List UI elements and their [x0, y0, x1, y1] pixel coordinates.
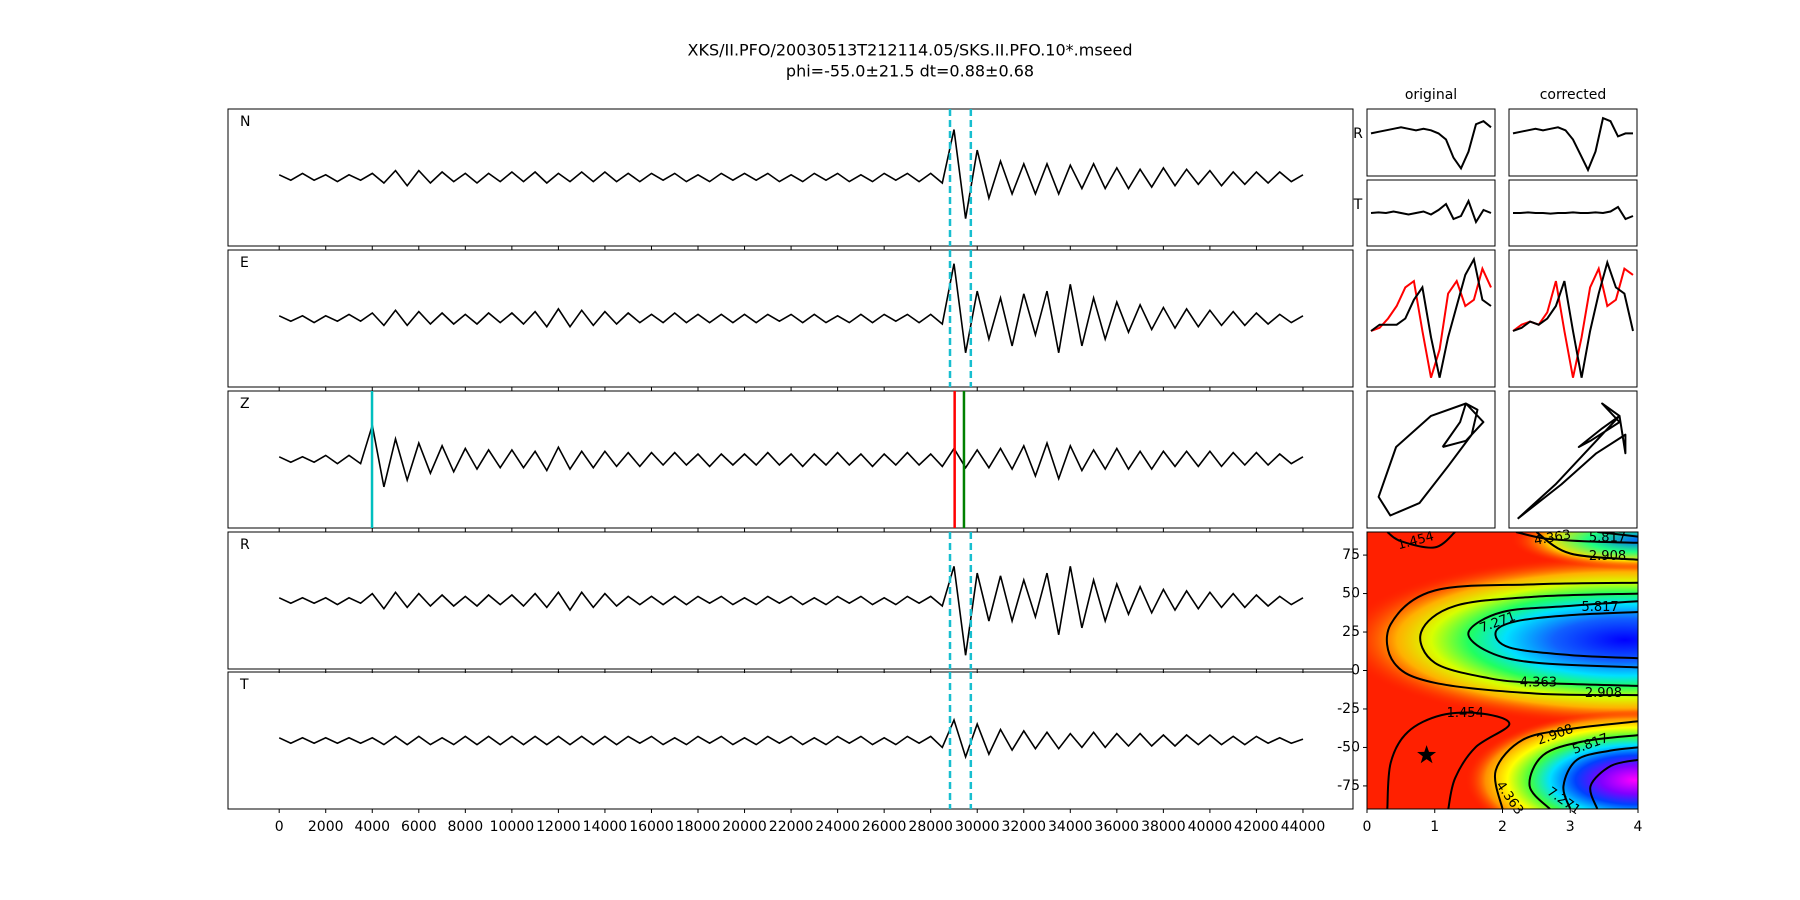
- particle-motion: [1517, 402, 1627, 520]
- contour-label: 4.363: [1533, 528, 1572, 549]
- trace-panel: [227, 531, 1354, 670]
- contour-line: [1589, 758, 1638, 809]
- trace-panel: [227, 108, 1354, 247]
- x-tick-label: 34000: [1048, 819, 1093, 835]
- y-tick-label: -50: [1337, 739, 1360, 755]
- x-tick-label: 0: [275, 819, 284, 835]
- x-tick-label: 0: [1363, 819, 1372, 835]
- trace-panel: [227, 249, 1354, 388]
- contour-line: [1385, 581, 1638, 697]
- particle-motion: [1377, 402, 1485, 517]
- contour-line: [1528, 734, 1638, 809]
- particle-motion-panel: [1508, 390, 1638, 529]
- contour-line: [1562, 746, 1638, 809]
- x-tick-label: 30000: [955, 819, 1000, 835]
- contour-label: 2.908: [1589, 549, 1626, 564]
- x-tick-label: 38000: [1141, 819, 1186, 835]
- x-tick-label: 36000: [1095, 819, 1140, 835]
- component-label: R: [1353, 126, 1363, 142]
- chart-subtitle: phi=-55.0±21.5 dt=0.88±0.68: [786, 62, 1034, 81]
- panel-title: original: [1405, 87, 1457, 103]
- x-tick-label: 14000: [583, 819, 628, 835]
- wave-line: [1512, 116, 1633, 173]
- x-tick-label: 28000: [908, 819, 953, 835]
- contour-line: [1467, 600, 1638, 669]
- y-tick-label: -25: [1337, 701, 1360, 717]
- wave-line: [1370, 198, 1492, 225]
- contour-line: [1386, 532, 1456, 549]
- x-tick-label: 2: [1498, 819, 1507, 835]
- wave-panel: [1366, 249, 1496, 388]
- x-tick-label: 32000: [1001, 819, 1046, 835]
- wave-panel: [1508, 179, 1638, 247]
- trace-label: Z: [240, 396, 250, 412]
- trace-label: T: [239, 677, 249, 693]
- component-label: T: [1353, 197, 1363, 213]
- panel-title: corrected: [1540, 87, 1607, 103]
- y-tick-label: 50: [1342, 586, 1360, 602]
- contour-line: [1386, 711, 1511, 809]
- wave-line: [1370, 256, 1492, 378]
- x-tick-label: 3: [1566, 819, 1575, 835]
- contour-line: [1419, 592, 1638, 687]
- x-tick-label: 26000: [862, 819, 907, 835]
- x-tick-label: 20000: [722, 819, 767, 835]
- wave-line: [1513, 205, 1634, 221]
- contour-label: 2.908: [1585, 686, 1622, 701]
- wave-panel: [1366, 179, 1496, 247]
- contour-label: 5.817: [1589, 531, 1626, 546]
- x-tick-label: 4: [1634, 819, 1643, 835]
- y-tick-label: 75: [1342, 547, 1360, 563]
- x-tick-label: 10000: [490, 819, 535, 835]
- contour-label: 1.454: [1447, 706, 1484, 721]
- x-tick-label: 4000: [354, 819, 390, 835]
- wave-line: [1370, 265, 1492, 378]
- trace-label: N: [240, 114, 250, 130]
- contour-label: 4.363: [1520, 675, 1557, 690]
- trace-line: [278, 717, 1304, 760]
- x-tick-label: 12000: [536, 819, 581, 835]
- best-fit-star: [1417, 745, 1437, 764]
- trace-label: R: [240, 537, 250, 553]
- wave-line: [1370, 120, 1492, 171]
- contour-label: 5.817: [1581, 600, 1618, 615]
- x-tick-label: 1: [1430, 819, 1439, 835]
- trace-line: [278, 425, 1304, 488]
- field-lower: [1465, 710, 1638, 809]
- x-tick-label: 42000: [1234, 819, 1279, 835]
- x-tick-label: 8000: [448, 819, 484, 835]
- x-tick-label: 6000: [401, 819, 437, 835]
- wave-panel: [1508, 108, 1638, 177]
- y-tick-label: -75: [1337, 778, 1360, 794]
- grid-search-field: [1367, 532, 1638, 809]
- x-tick-label: 40000: [1188, 819, 1233, 835]
- x-tick-label: 16000: [629, 819, 674, 835]
- contour-line: [1515, 532, 1638, 544]
- trace-panel: [227, 671, 1354, 810]
- x-tick-label: 18000: [676, 819, 721, 835]
- x-tick-label: 22000: [769, 819, 814, 835]
- y-tick-label: 0: [1351, 663, 1360, 679]
- x-tick-label: 2000: [308, 819, 344, 835]
- trace-panel: [227, 390, 1354, 529]
- contour-line: [1494, 611, 1638, 660]
- x-tick-label: 24000: [815, 819, 860, 835]
- contour-line: [1493, 720, 1638, 809]
- chart-title: XKS/II.PFO/20030513T212114.05/SKS.II.PFO…: [688, 41, 1133, 60]
- wave-panel: [1508, 249, 1638, 388]
- trace-label: E: [240, 255, 249, 271]
- x-tick-label: 44000: [1281, 819, 1326, 835]
- trace-line: [278, 566, 1304, 656]
- wave-line: [1512, 259, 1634, 378]
- y-tick-label: 25: [1342, 624, 1360, 640]
- particle-motion-panel: [1366, 390, 1496, 529]
- wave-panel: [1366, 108, 1496, 177]
- trace-line: [278, 129, 1304, 219]
- trace-line: [278, 263, 1304, 353]
